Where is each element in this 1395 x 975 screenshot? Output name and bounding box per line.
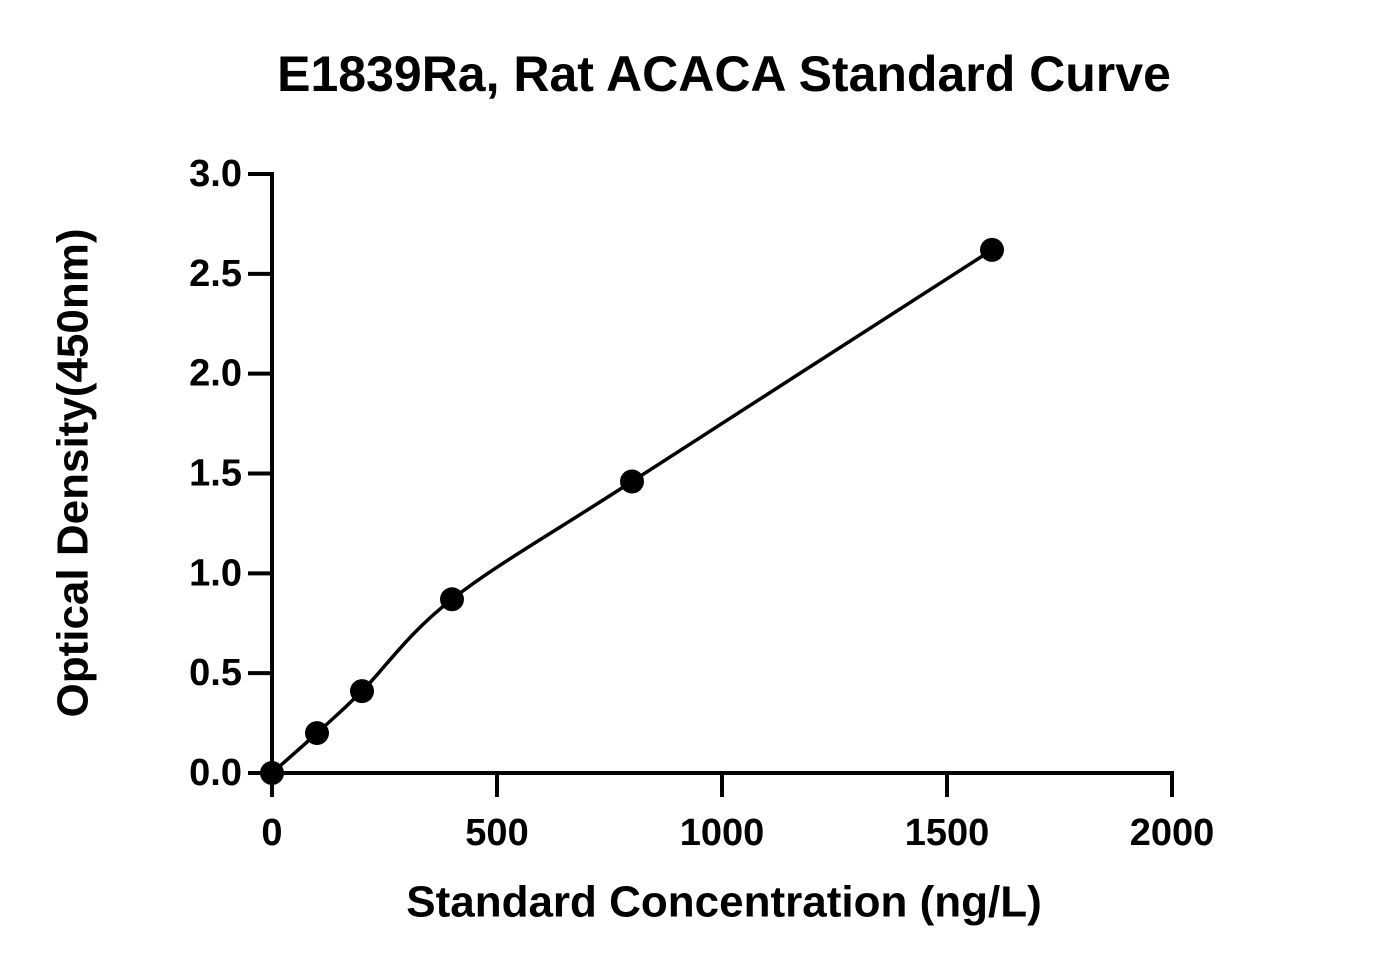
x-tick-label: 1500 [905, 812, 990, 854]
x-tick-label: 500 [465, 812, 528, 854]
x-tick-label: 2000 [1130, 812, 1215, 854]
y-tick-label: 1.5 [189, 453, 242, 495]
y-tick-label: 2.0 [189, 353, 242, 395]
x-tick-label: 0 [261, 812, 282, 854]
data-point [620, 469, 644, 494]
y-tick-label: 1.0 [189, 552, 242, 594]
y-tick-label: 0.0 [189, 752, 242, 794]
data-point [260, 761, 284, 785]
y-tick-label: 3.0 [189, 153, 242, 195]
chart-title: E1839Ra, Rat ACACA Standard Curve [277, 46, 1171, 102]
y-tick-label: 0.5 [189, 652, 242, 694]
data-point [980, 237, 1004, 262]
x-axis-label: Standard Concentration (ng/L) [406, 878, 1042, 927]
data-point [440, 587, 464, 612]
fit-curve [270, 248, 993, 775]
y-tick-label: 2.5 [189, 253, 242, 295]
x-tick-label: 1000 [680, 812, 765, 854]
y-axis-label: Optical Density(450nm) [49, 228, 98, 717]
data-point [305, 721, 329, 746]
data-point [350, 679, 374, 704]
